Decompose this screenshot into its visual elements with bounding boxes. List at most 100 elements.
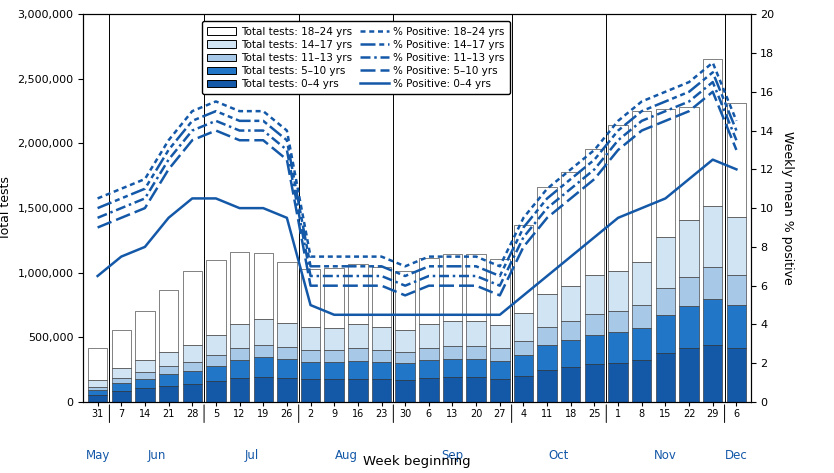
% Positive: 18–24 yrs: (16, 7.5): 18–24 yrs: (16, 7.5): [471, 254, 481, 259]
% Positive: 5–10 yrs: (12, 6): 5–10 yrs: (12, 6): [376, 283, 386, 289]
Bar: [135, 360, 154, 372]
% Positive: 5–10 yrs: (15, 6): 5–10 yrs: (15, 6): [448, 283, 458, 289]
% Positive: 14–17 yrs: (0, 10): 14–17 yrs: (0, 10): [93, 205, 103, 211]
% Positive: 11–13 yrs: (21, 12): 11–13 yrs: (21, 12): [590, 166, 600, 172]
Bar: [112, 383, 131, 391]
Bar: [206, 381, 225, 402]
% Positive: 11–13 yrs: (15, 6.5): 11–13 yrs: (15, 6.5): [448, 273, 458, 279]
Bar: [254, 319, 273, 344]
% Positive: 5–10 yrs: (26, 16): 5–10 yrs: (26, 16): [708, 89, 718, 95]
Bar: [443, 346, 462, 359]
% Positive: 0–4 yrs: (23, 10): 0–4 yrs: (23, 10): [637, 205, 647, 211]
% Positive: 18–24 yrs: (6, 15): 18–24 yrs: (6, 15): [234, 108, 244, 114]
Bar: [656, 288, 676, 315]
% Positive: 14–17 yrs: (14, 7): 14–17 yrs: (14, 7): [424, 263, 434, 269]
% Positive: 5–10 yrs: (1, 9.5): 5–10 yrs: (1, 9.5): [116, 215, 126, 220]
Bar: [443, 254, 462, 321]
Bar: [324, 379, 344, 402]
Bar: [420, 360, 439, 378]
% Positive: 0–4 yrs: (8, 9.5): 0–4 yrs: (8, 9.5): [282, 215, 292, 220]
Bar: [537, 370, 557, 402]
% Positive: 18–24 yrs: (8, 14): 18–24 yrs: (8, 14): [282, 128, 292, 133]
% Positive: 0–4 yrs: (9, 5): 0–4 yrs: (9, 5): [305, 302, 315, 308]
Bar: [230, 360, 249, 378]
% Positive: 5–10 yrs: (17, 5.5): 5–10 yrs: (17, 5.5): [495, 292, 505, 298]
Bar: [395, 352, 414, 363]
% Positive: 18–24 yrs: (12, 7.5): 18–24 yrs: (12, 7.5): [376, 254, 386, 259]
Bar: [372, 379, 391, 402]
% Positive: 5–10 yrs: (16, 6): 5–10 yrs: (16, 6): [471, 283, 481, 289]
% Positive: 18–24 yrs: (5, 15.5): 18–24 yrs: (5, 15.5): [211, 99, 221, 105]
Text: Dec: Dec: [725, 448, 748, 462]
% Positive: 0–4 yrs: (16, 4.5): 0–4 yrs: (16, 4.5): [471, 312, 481, 318]
Bar: [158, 386, 178, 402]
% Positive: 0–4 yrs: (17, 4.5): 0–4 yrs: (17, 4.5): [495, 312, 505, 318]
Line: % Positive: 0–4 yrs: % Positive: 0–4 yrs: [98, 159, 736, 315]
% Positive: 0–4 yrs: (2, 8): 0–4 yrs: (2, 8): [140, 244, 150, 250]
% Positive: 0–4 yrs: (11, 4.5): 0–4 yrs: (11, 4.5): [353, 312, 363, 318]
Bar: [632, 328, 651, 360]
Bar: [277, 378, 297, 402]
Bar: [680, 277, 699, 307]
% Positive: 11–13 yrs: (18, 8.5): 11–13 yrs: (18, 8.5): [519, 235, 529, 240]
Bar: [348, 361, 368, 379]
Bar: [420, 258, 439, 324]
Bar: [726, 275, 746, 305]
% Positive: 14–17 yrs: (1, 10.5): 14–17 yrs: (1, 10.5): [116, 196, 126, 201]
Bar: [632, 263, 651, 305]
Bar: [726, 348, 746, 402]
Bar: [348, 324, 368, 349]
Bar: [372, 327, 391, 350]
Bar: [254, 254, 273, 319]
Bar: [585, 275, 604, 314]
% Positive: 5–10 yrs: (8, 12.5): 5–10 yrs: (8, 12.5): [282, 157, 292, 162]
% Positive: 18–24 yrs: (23, 15.5): 18–24 yrs: (23, 15.5): [637, 99, 647, 105]
Bar: [277, 347, 297, 359]
% Positive: 0–4 yrs: (1, 7.5): 0–4 yrs: (1, 7.5): [116, 254, 126, 259]
Bar: [395, 380, 414, 402]
Bar: [656, 315, 676, 353]
Bar: [703, 267, 722, 299]
Bar: [537, 294, 557, 327]
Bar: [135, 311, 154, 360]
Bar: [561, 172, 580, 286]
% Positive: 18–24 yrs: (7, 15): 18–24 yrs: (7, 15): [259, 108, 269, 114]
% Positive: 18–24 yrs: (13, 7): 18–24 yrs: (13, 7): [400, 263, 410, 269]
Line: % Positive: 11–13 yrs: % Positive: 11–13 yrs: [98, 82, 736, 286]
% Positive: 11–13 yrs: (16, 6.5): 11–13 yrs: (16, 6.5): [471, 273, 481, 279]
% Positive: 14–17 yrs: (20, 11.5): 14–17 yrs: (20, 11.5): [565, 176, 575, 182]
Bar: [609, 332, 628, 363]
Bar: [230, 324, 249, 348]
Bar: [514, 314, 533, 341]
Line: % Positive: 18–24 yrs: % Positive: 18–24 yrs: [98, 63, 736, 266]
Line: % Positive: 5–10 yrs: % Positive: 5–10 yrs: [98, 92, 736, 295]
Bar: [656, 236, 676, 288]
% Positive: 18–24 yrs: (27, 14.5): 18–24 yrs: (27, 14.5): [731, 118, 741, 124]
% Positive: 11–13 yrs: (6, 14): 11–13 yrs: (6, 14): [234, 128, 244, 133]
Legend: Total tests: 18–24 yrs, Total tests: 14–17 yrs, Total tests: 11–13 yrs, Total te: Total tests: 18–24 yrs, Total tests: 14–…: [202, 21, 510, 94]
Bar: [277, 359, 297, 378]
Text: Nov: Nov: [654, 448, 677, 462]
Text: Jun: Jun: [148, 448, 166, 462]
% Positive: 5–10 yrs: (14, 6): 5–10 yrs: (14, 6): [424, 283, 434, 289]
% Positive: 0–4 yrs: (25, 11.5): 0–4 yrs: (25, 11.5): [684, 176, 694, 182]
Bar: [420, 378, 439, 402]
% Positive: 11–13 yrs: (11, 6.5): 11–13 yrs: (11, 6.5): [353, 273, 363, 279]
Text: Week beginning: Week beginning: [363, 455, 471, 468]
Bar: [656, 353, 676, 402]
% Positive: 5–10 yrs: (11, 6): 5–10 yrs: (11, 6): [353, 283, 363, 289]
Bar: [372, 362, 391, 379]
Bar: [372, 350, 391, 362]
% Positive: 11–13 yrs: (0, 9.5): 11–13 yrs: (0, 9.5): [93, 215, 103, 220]
Bar: [395, 272, 414, 330]
Bar: [254, 344, 273, 358]
Bar: [466, 321, 486, 346]
% Positive: 5–10 yrs: (25, 15): 5–10 yrs: (25, 15): [684, 108, 694, 114]
Bar: [466, 377, 486, 402]
% Positive: 11–13 yrs: (24, 15): 11–13 yrs: (24, 15): [661, 108, 671, 114]
Bar: [372, 267, 391, 327]
% Positive: 11–13 yrs: (12, 6.5): 11–13 yrs: (12, 6.5): [376, 273, 386, 279]
% Positive: 14–17 yrs: (23, 15): 14–17 yrs: (23, 15): [637, 108, 647, 114]
% Positive: 18–24 yrs: (25, 16.5): 18–24 yrs: (25, 16.5): [684, 79, 694, 85]
% Positive: 5–10 yrs: (0, 9): 5–10 yrs: (0, 9): [93, 225, 103, 230]
